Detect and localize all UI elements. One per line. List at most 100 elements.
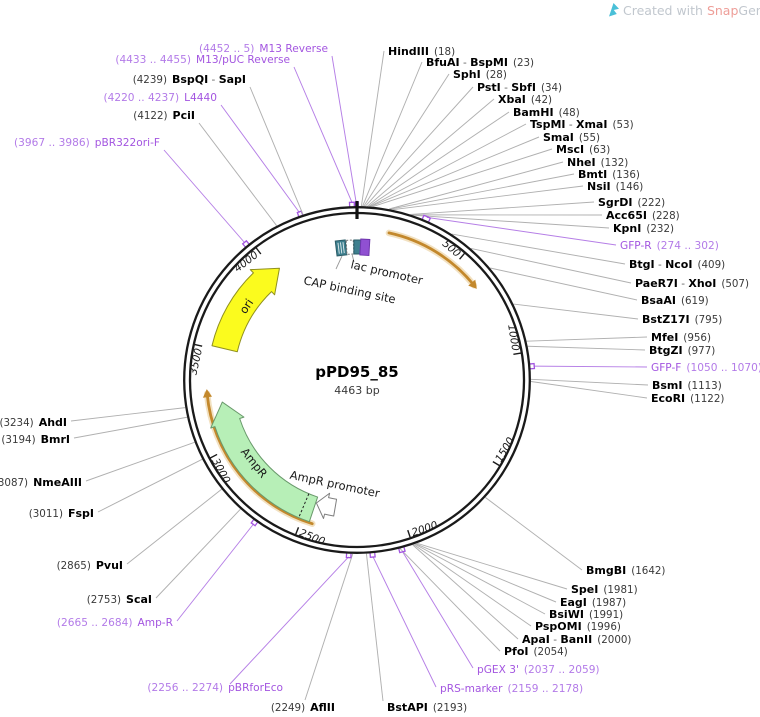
enzyme-label-NmeAIII: (3087)NmeAIII (0, 476, 82, 489)
feature-label-ori: ori (236, 296, 256, 316)
enzyme-label-Acc65I: Acc65I (228) (606, 209, 680, 222)
leader-line-NheI (389, 161, 564, 210)
enzyme-label-XbaI: XbaI (42) (498, 93, 552, 106)
leader-line-GFP-F (533, 365, 648, 368)
enzyme-label-NsiI: NsiI (146) (587, 180, 643, 193)
leader-line-PvuI (126, 488, 222, 565)
primer-bracket-pBR322ori-F (241, 239, 251, 249)
leader-line-XbaI (366, 98, 495, 207)
leader-line-EagI (415, 543, 557, 603)
leader-line-pBR322ori-F (163, 149, 246, 244)
tick-4000 (255, 246, 262, 255)
primer-label-Amp-R: (2665 .. 2684) Amp-R (57, 617, 174, 629)
leader-line-GFP-R (426, 216, 617, 246)
enzyme-label-PspOMI: PspOMI (1996) (535, 620, 621, 633)
primer-label-M13-Reverse: (4452 .. 5) M13 Reverse (199, 43, 328, 55)
primer-label-M13-pUC-Reverse: (4433 .. 4455) M13/pUC Reverse (115, 54, 290, 66)
leader-line-BspQI-SapI (249, 86, 304, 215)
leader-line-TspMI-XmaI (369, 123, 527, 207)
plasmid-ring (183, 201, 531, 554)
enzyme-label-TspMI-XmaI: TspMI - XmaI (53) (530, 118, 634, 131)
enzyme-label-SmaI: SmaI (55) (543, 131, 600, 144)
leader-line-PspOMI (413, 544, 532, 627)
site-labels: HindIII (18)BfuAI - BspMI (23)SphI (28)PstI… (0, 43, 760, 714)
leader-line-BstAPI (365, 553, 384, 702)
leader-line-HindIII (360, 50, 385, 207)
leader-line-ScaI (155, 508, 241, 599)
feature-ampr-promoter (315, 492, 338, 520)
orf-arc-0 (387, 231, 476, 287)
leader-line-MscI (372, 148, 553, 208)
leader-line-BtgI-NcoI (451, 233, 626, 265)
primer-bracket-Amp-R (250, 518, 259, 527)
enzyme-label-AhdI: (3234) AhdI (0, 416, 67, 429)
leader-line-EcoRI (530, 381, 648, 399)
leader-line-NsiI (392, 185, 584, 211)
primer-bracket-GFP-R (421, 214, 432, 224)
enzyme-label-PvuI: (2865) PvuI (57, 559, 123, 572)
feature-ori (211, 267, 280, 353)
plasmid-name: pPD95_85 (315, 363, 398, 381)
enzyme-label-BstAPI: BstAPI (2193) (387, 701, 467, 714)
leader-line-M13-Reverse (331, 55, 357, 204)
glyph-connector (351, 253, 355, 263)
leader-line-AhdI (70, 407, 186, 422)
orf-arc-1 (205, 392, 314, 526)
enzyme-label-BsmI: BsmI (1113) (652, 379, 722, 392)
leader-line-SpeI (416, 542, 568, 590)
enzyme-label-AflII: (2249) AflII (271, 701, 335, 714)
leader-line-BsiWI (414, 543, 546, 615)
primer-label-pRS-marker: pRS-marker (2159 .. 2178) (440, 683, 583, 695)
tick-1500 (492, 461, 501, 467)
primer-bracket-pRS-marker (369, 551, 376, 559)
leader-line-BsaAI (490, 267, 638, 301)
leader-line-PaeR7I-XhoI (470, 248, 632, 284)
enzyme-label-EcoRI: EcoRI (1122) (651, 392, 724, 405)
leader-line-BmrI (73, 416, 188, 439)
enzyme-label-KpnI: KpnI (232) (613, 222, 674, 235)
tick-500 (459, 252, 466, 260)
enzyme-label-ApaI-BanII: ApaI - BanII (2000) (522, 633, 631, 646)
orf-arrowhead-0 (468, 279, 477, 289)
enzyme-label-BfuAI-BspMI: BfuAI - BspMI (23) (426, 56, 534, 69)
region-label-0: lac promoter (349, 257, 424, 287)
tick-1000 (513, 352, 522, 355)
watermark-text: Created with SnapGene® (623, 3, 760, 18)
feature-ampr (210, 401, 319, 523)
tick-label-3500: 3500 (188, 347, 205, 376)
tick-label-1000: 1000 (505, 324, 521, 353)
leader-line-MfeI (526, 336, 648, 342)
tick-label-1500: 1500 (493, 435, 517, 464)
leader-line-BsmI (530, 378, 649, 386)
leader-line-SgrDI (410, 201, 595, 215)
leader-line-BmgBI (485, 497, 583, 571)
primer-bracket-M13-pUC-Reverse (348, 201, 356, 208)
enzyme-label-BsaAI: BsaAI (619) (641, 294, 709, 307)
enzyme-label-BtgZI: BtgZI (977) (649, 344, 715, 357)
enzyme-label-MfeI: MfeI (956) (651, 331, 711, 344)
tick-3000 (209, 453, 218, 460)
primer-label-pBR322ori-F: (3967 .. 3986) pBR322ori-F (14, 137, 160, 149)
orf-arrowhead-1 (202, 389, 213, 398)
enzyme-label-PstI-SbfI: PstI - SbfI (34) (477, 81, 562, 94)
leader-line-ApaI-BanII (412, 544, 519, 640)
enzyme-label-SphI: SphI (28) (453, 68, 507, 81)
enzyme-label-PfoI: PfoI (2054) (504, 645, 568, 658)
leader-lines (70, 50, 649, 702)
leader-line-PstI-SbfI (364, 86, 474, 207)
primer-label-pGEX-3-: pGEX 3' (2037 .. 2059) (477, 664, 600, 676)
leader-line-M13-pUC-Reverse (293, 66, 353, 204)
leader-line-pBRforEco (229, 556, 350, 685)
primer-bracket-pGEX-3- (397, 545, 406, 554)
tick-label-2000: 2000 (410, 519, 439, 539)
primer-label-GFP-R: GFP-R (274 .. 302) (620, 240, 719, 252)
glyph-connector (335, 255, 343, 270)
primer-bracket-GFP-F (528, 362, 536, 370)
leader-line-PciI (198, 122, 278, 226)
enzyme-label-FspI: (3011) FspI (29, 507, 94, 520)
leader-line-SmaI (370, 136, 540, 207)
enzyme-label-SpeI: SpeI (1981) (571, 583, 638, 596)
leader-line-L4440 (220, 104, 300, 213)
